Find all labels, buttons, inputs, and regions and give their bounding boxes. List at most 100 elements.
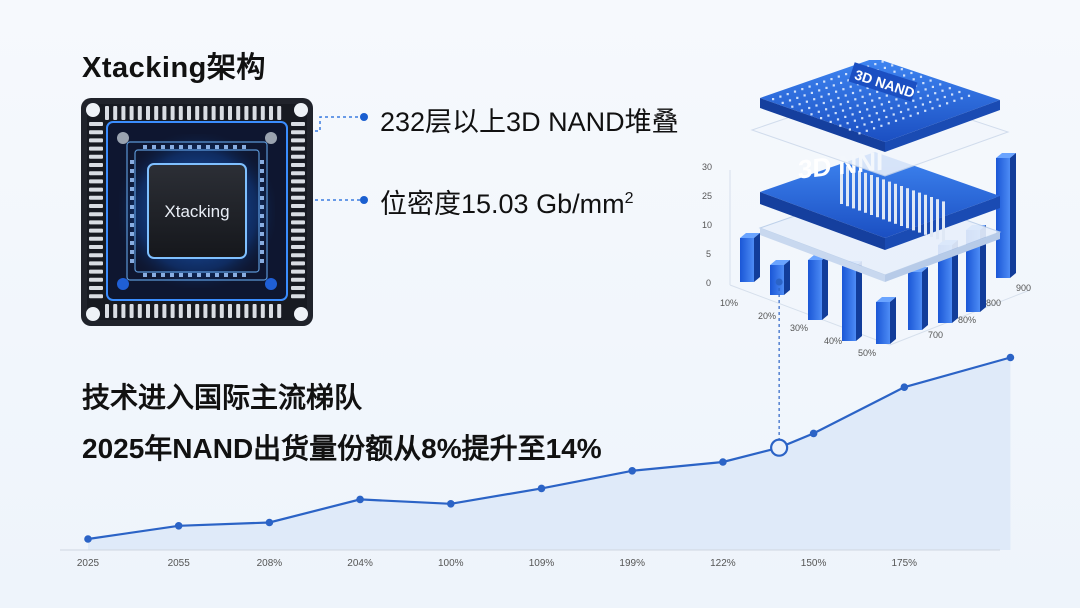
chip-pin bbox=[105, 304, 109, 318]
stack-dot bbox=[786, 93, 789, 96]
stack-dot bbox=[874, 63, 877, 66]
spec-connectors bbox=[315, 113, 368, 204]
chip-pin bbox=[89, 130, 103, 135]
spec-density-text: 位密度15.03 Gb/mm bbox=[380, 189, 625, 219]
stack-dot bbox=[832, 105, 835, 108]
stack-dot bbox=[868, 114, 871, 117]
chip-pin bbox=[291, 204, 305, 208]
stack-dot bbox=[837, 96, 840, 100]
stack-fin bbox=[942, 201, 945, 242]
stack-dot bbox=[916, 112, 919, 115]
chip-pin bbox=[129, 304, 134, 318]
chip-pad bbox=[130, 196, 134, 200]
chip-illustration: Xtacking bbox=[81, 98, 313, 326]
chip-pin bbox=[113, 106, 118, 120]
chip-pin bbox=[89, 212, 103, 217]
stack-dot bbox=[931, 107, 934, 110]
stack-dot bbox=[827, 93, 830, 96]
bar-3d bbox=[876, 302, 890, 344]
chip-pin bbox=[89, 138, 103, 143]
line-point bbox=[84, 535, 92, 543]
chip-pad bbox=[233, 273, 237, 277]
chip-pin bbox=[89, 154, 103, 159]
chip-pad bbox=[260, 250, 264, 254]
stack-dot bbox=[922, 82, 925, 85]
chip-pin bbox=[291, 228, 305, 233]
chip-pad bbox=[143, 273, 147, 277]
chip-pad bbox=[260, 259, 264, 263]
stack-dot bbox=[938, 104, 941, 107]
stack-dot bbox=[836, 118, 840, 121]
stack-dot bbox=[798, 103, 801, 106]
chip-pin bbox=[203, 304, 208, 318]
chip-pin bbox=[89, 122, 103, 126]
bar-3d bbox=[966, 230, 980, 312]
chip-pad bbox=[152, 273, 156, 277]
stack-dot bbox=[917, 90, 920, 93]
stack-dot bbox=[892, 113, 895, 116]
stack-dot bbox=[820, 117, 823, 120]
line-point bbox=[1006, 353, 1015, 362]
stack-dot bbox=[830, 99, 833, 102]
chip-pad bbox=[130, 169, 134, 173]
chip-pad bbox=[233, 145, 237, 149]
stack-dot bbox=[895, 98, 898, 101]
stack-fin bbox=[900, 186, 903, 226]
chip-pin bbox=[89, 277, 103, 282]
stack-dot bbox=[854, 98, 857, 101]
stack-dot bbox=[841, 109, 845, 112]
stack-dot bbox=[825, 86, 828, 89]
stack-dot bbox=[885, 94, 888, 97]
stack-dot bbox=[936, 98, 939, 101]
line-point bbox=[265, 518, 274, 527]
stack-dot bbox=[846, 122, 849, 125]
stack-dot bbox=[801, 88, 804, 91]
chip-pin bbox=[291, 163, 305, 167]
chip-pad bbox=[260, 205, 264, 209]
stack-dot bbox=[808, 106, 811, 110]
stack-dot bbox=[825, 108, 828, 111]
stack-dot bbox=[858, 132, 861, 135]
chip-pin bbox=[269, 304, 273, 318]
z-tick: 80% bbox=[958, 315, 976, 325]
x-tick: 50% bbox=[858, 348, 876, 358]
chip-pin bbox=[162, 106, 167, 120]
chip-pad bbox=[260, 223, 264, 227]
chip-pin bbox=[219, 106, 224, 120]
chip-pad bbox=[260, 232, 264, 236]
stack-dot bbox=[904, 102, 908, 105]
stack-dot bbox=[926, 94, 929, 97]
chip-pin bbox=[137, 106, 142, 120]
chip-pad bbox=[130, 232, 134, 236]
chip-pad bbox=[188, 145, 192, 149]
stack-dot bbox=[870, 120, 873, 124]
stack-dot bbox=[772, 98, 775, 101]
chip-pin bbox=[244, 304, 249, 318]
chip-pin bbox=[162, 304, 167, 318]
z-tick: 700 bbox=[928, 330, 943, 340]
stack-dot bbox=[832, 84, 835, 87]
stack-dot bbox=[823, 80, 826, 83]
chip-pin bbox=[89, 228, 103, 233]
x-tick-label: 175% bbox=[892, 558, 918, 569]
series-line bbox=[87, 356, 1011, 541]
stack-fin bbox=[888, 181, 891, 222]
stack-dot bbox=[941, 89, 944, 92]
stack-dot bbox=[967, 94, 971, 97]
stack-dot bbox=[934, 92, 937, 95]
chip-pin bbox=[291, 122, 305, 126]
stack-dot bbox=[796, 96, 799, 99]
stack-dot bbox=[946, 102, 949, 105]
chip-pin bbox=[89, 187, 103, 192]
chip-pad bbox=[161, 145, 165, 149]
stack-fin bbox=[852, 168, 855, 209]
x-tick-label: 204% bbox=[347, 558, 373, 569]
chip-pin bbox=[89, 220, 103, 225]
chip-pad bbox=[130, 178, 134, 182]
stack-dot bbox=[929, 79, 932, 82]
stack-dot bbox=[858, 110, 861, 113]
chip-pin bbox=[89, 146, 103, 151]
stack-dot bbox=[863, 123, 866, 126]
stack-fin bbox=[864, 172, 867, 213]
